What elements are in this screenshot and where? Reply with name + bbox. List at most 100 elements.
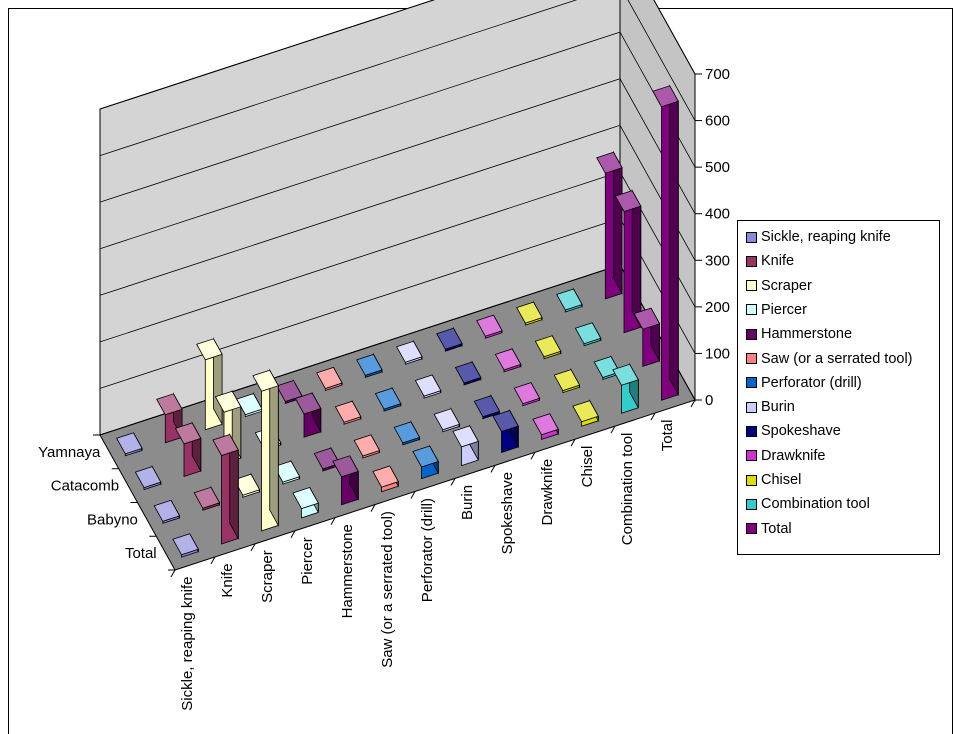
chart-legend: Sickle, reaping knife Knife Scraper Piercer… xyxy=(737,220,940,555)
value-axis-label: 100 xyxy=(705,345,730,362)
legend-label: Perforator (drill) xyxy=(761,374,862,391)
bar-top-face xyxy=(273,460,301,483)
bar-top-face xyxy=(156,393,183,416)
bar-11-total xyxy=(572,399,599,427)
bar-7-yamnaya xyxy=(356,352,383,378)
bar-top-face xyxy=(433,408,461,431)
legend-swatch xyxy=(746,425,757,437)
bar-2-yamnaya xyxy=(156,392,183,444)
legend-swatch xyxy=(746,523,757,535)
bar-top-face xyxy=(556,288,583,311)
bar-top-face xyxy=(252,369,279,392)
bar-11-catacomb xyxy=(534,334,562,360)
legend-swatch xyxy=(746,304,757,316)
bar-8-total xyxy=(452,424,479,467)
bar-top-face xyxy=(553,369,581,392)
bar-top-face xyxy=(494,348,522,371)
bar-top-face xyxy=(534,335,562,358)
bar-4-total xyxy=(292,487,319,519)
value-axis-label: 400 xyxy=(705,206,730,223)
category-axis-tick xyxy=(530,452,536,460)
category-axis-label: Total xyxy=(659,420,676,452)
legend-item: Saw (or a serrated tool) xyxy=(746,349,913,369)
bar-top-face xyxy=(412,445,439,468)
category-axis-tick xyxy=(330,517,336,525)
bar-3-babyno xyxy=(233,472,261,498)
bar-top-face xyxy=(374,387,402,410)
bar-5-catacomb xyxy=(294,391,322,438)
bar-top-face xyxy=(356,353,383,376)
bar-top-face xyxy=(633,307,661,330)
bar-top-face xyxy=(532,413,559,436)
bar-9-yamnaya xyxy=(436,326,463,352)
bar-10-yamnaya xyxy=(476,314,503,339)
bar-top-face xyxy=(572,400,599,423)
bar-top-face xyxy=(513,382,541,405)
bar-top-face xyxy=(492,410,519,432)
value-axis-label: 300 xyxy=(705,252,730,269)
series-axis-label: Babyno xyxy=(87,511,138,528)
bar-top-face xyxy=(294,392,322,415)
legend-swatch xyxy=(746,328,757,340)
bar-top-face xyxy=(172,533,199,556)
bar-top-face xyxy=(652,85,679,108)
bar-1-yamnaya xyxy=(116,432,143,457)
bar-10-total xyxy=(532,413,559,440)
bar-top-face xyxy=(372,465,399,488)
legend-label: Drawknife xyxy=(761,447,826,464)
bar-top-face xyxy=(233,473,261,496)
bar-13-babyno xyxy=(633,307,661,367)
category-axis-label: Drawknife xyxy=(539,459,556,526)
bar-top-face xyxy=(452,425,479,448)
bar-top-face xyxy=(334,400,362,423)
value-axis-label: 0 xyxy=(705,392,713,409)
legend-swatch xyxy=(746,450,757,462)
legend-label: Chisel xyxy=(761,472,802,488)
bar-top-face xyxy=(212,434,239,456)
bar-top-face xyxy=(153,499,181,522)
bar-1-babyno xyxy=(153,499,181,524)
value-axis-label: 200 xyxy=(705,299,730,316)
value-axis-label: 500 xyxy=(705,159,730,176)
bar-top-face xyxy=(174,422,202,445)
legend-label: Combination tool xyxy=(761,496,870,513)
bar-3-total xyxy=(252,368,279,532)
value-axis-label: 700 xyxy=(705,66,730,83)
legend-label: Spokeshave xyxy=(761,423,841,440)
legend-item: Total xyxy=(746,519,792,539)
legend-swatch xyxy=(746,231,757,243)
bar-2-babyno xyxy=(193,485,221,511)
bar-side-face xyxy=(613,150,623,295)
legend-item: Spokeshave xyxy=(746,421,841,441)
bar-top-face xyxy=(436,327,463,350)
bar-side-face xyxy=(631,189,642,329)
bar-9-babyno xyxy=(473,394,501,420)
legend-label: Saw (or a serrated tool) xyxy=(761,350,913,367)
category-axis-label: Hammerstone xyxy=(339,524,356,618)
bar-top-face xyxy=(116,432,143,455)
bar-top-face xyxy=(614,190,642,213)
bar-5-total xyxy=(332,455,359,506)
category-axis-label: Chisel xyxy=(579,446,596,488)
category-axis-tick xyxy=(290,530,296,539)
category-axis-tick xyxy=(690,399,696,408)
series-axis-label: Catacomb xyxy=(51,478,119,495)
bar-top-face xyxy=(454,361,482,384)
bar-top-face xyxy=(393,421,421,444)
legend-item: Combination tool xyxy=(746,494,870,514)
bar-top-face xyxy=(473,395,501,418)
legend-swatch xyxy=(746,401,757,413)
bar-top-face xyxy=(516,301,543,324)
bar-11-yamnaya xyxy=(516,300,543,326)
bar-11-babyno xyxy=(553,368,581,394)
bar-9-catacomb xyxy=(454,360,482,386)
bar-top-face xyxy=(134,466,162,489)
bar-2-catacomb xyxy=(174,421,202,478)
bar-top-face xyxy=(316,366,343,389)
legend-label: Scraper xyxy=(761,277,812,294)
series-axis-label: Yamnaya xyxy=(38,444,101,461)
category-axis-label: Perforator (drill) xyxy=(419,498,436,602)
legend-item: Sickle, reaping knife xyxy=(746,227,891,247)
bar-3-yamnaya xyxy=(196,337,223,431)
bar-10-babyno xyxy=(513,382,541,407)
